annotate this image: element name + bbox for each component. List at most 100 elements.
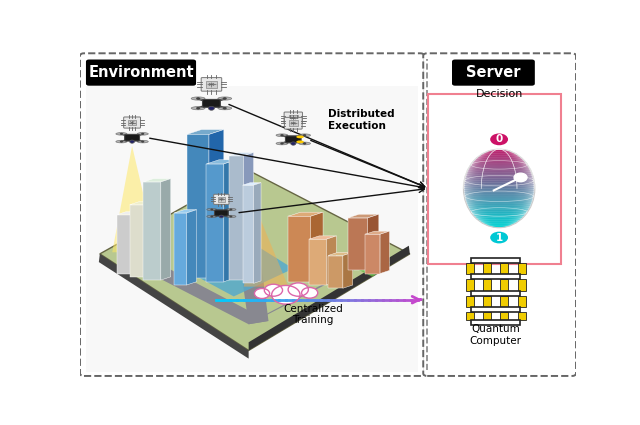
FancyBboxPatch shape — [518, 279, 525, 291]
Polygon shape — [229, 156, 244, 280]
Circle shape — [303, 142, 307, 144]
Text: 1: 1 — [495, 232, 503, 243]
Text: Quantum
Computer: Quantum Computer — [470, 324, 522, 346]
Polygon shape — [161, 178, 171, 280]
Ellipse shape — [464, 183, 534, 184]
Ellipse shape — [470, 210, 529, 211]
Ellipse shape — [463, 190, 535, 191]
Ellipse shape — [465, 174, 532, 176]
Ellipse shape — [465, 175, 533, 176]
Polygon shape — [179, 241, 293, 297]
Ellipse shape — [473, 215, 525, 216]
Ellipse shape — [463, 191, 535, 192]
Ellipse shape — [477, 218, 522, 220]
Ellipse shape — [476, 158, 522, 159]
Ellipse shape — [116, 133, 127, 135]
Polygon shape — [288, 212, 323, 216]
Circle shape — [141, 141, 145, 143]
Circle shape — [120, 141, 123, 143]
Ellipse shape — [476, 218, 522, 219]
Ellipse shape — [464, 181, 534, 182]
Ellipse shape — [464, 180, 534, 181]
Ellipse shape — [468, 168, 530, 169]
Ellipse shape — [468, 168, 530, 170]
Circle shape — [288, 283, 308, 296]
Ellipse shape — [472, 214, 526, 215]
Ellipse shape — [191, 97, 205, 100]
Ellipse shape — [476, 159, 523, 160]
Polygon shape — [100, 170, 410, 351]
Ellipse shape — [276, 134, 288, 136]
Ellipse shape — [466, 202, 532, 203]
Ellipse shape — [191, 107, 205, 110]
FancyBboxPatch shape — [471, 307, 520, 312]
Ellipse shape — [467, 205, 531, 206]
Text: 0: 0 — [495, 134, 503, 145]
FancyBboxPatch shape — [471, 274, 520, 279]
Ellipse shape — [463, 190, 535, 191]
Ellipse shape — [137, 140, 148, 143]
FancyBboxPatch shape — [289, 115, 298, 121]
Circle shape — [230, 215, 232, 218]
Ellipse shape — [477, 219, 520, 220]
Ellipse shape — [464, 196, 534, 197]
Ellipse shape — [464, 193, 534, 194]
Ellipse shape — [463, 184, 534, 185]
Ellipse shape — [464, 194, 534, 195]
Polygon shape — [326, 236, 337, 285]
FancyBboxPatch shape — [201, 78, 221, 91]
Ellipse shape — [474, 160, 524, 161]
Ellipse shape — [479, 156, 520, 157]
Polygon shape — [348, 218, 368, 270]
FancyBboxPatch shape — [124, 117, 141, 128]
FancyBboxPatch shape — [483, 312, 491, 320]
Text: Centralized
Training: Centralized Training — [284, 303, 343, 325]
Polygon shape — [224, 160, 236, 282]
Polygon shape — [249, 246, 410, 351]
Polygon shape — [365, 231, 390, 234]
Ellipse shape — [465, 178, 534, 179]
Ellipse shape — [477, 156, 520, 158]
FancyBboxPatch shape — [466, 312, 474, 320]
FancyBboxPatch shape — [86, 60, 196, 86]
FancyBboxPatch shape — [428, 94, 561, 264]
Ellipse shape — [472, 163, 527, 164]
FancyBboxPatch shape — [285, 136, 301, 143]
Circle shape — [291, 142, 296, 145]
Polygon shape — [125, 257, 269, 324]
Ellipse shape — [472, 213, 526, 214]
Circle shape — [490, 232, 508, 244]
FancyBboxPatch shape — [466, 279, 474, 291]
FancyBboxPatch shape — [500, 279, 508, 291]
Ellipse shape — [468, 169, 531, 170]
FancyBboxPatch shape — [284, 112, 303, 124]
Ellipse shape — [207, 215, 217, 218]
Polygon shape — [99, 254, 249, 359]
Polygon shape — [288, 216, 310, 282]
Text: Action
Decision: Action Decision — [476, 75, 523, 99]
Polygon shape — [328, 255, 343, 288]
Circle shape — [230, 209, 232, 210]
Ellipse shape — [137, 133, 148, 135]
Circle shape — [220, 215, 223, 218]
Ellipse shape — [465, 197, 534, 198]
Ellipse shape — [465, 179, 534, 180]
Circle shape — [209, 106, 214, 110]
Polygon shape — [117, 215, 131, 274]
Ellipse shape — [463, 186, 535, 187]
Circle shape — [223, 107, 227, 110]
Ellipse shape — [296, 140, 304, 143]
Ellipse shape — [465, 199, 533, 200]
Polygon shape — [209, 130, 224, 278]
Ellipse shape — [479, 155, 519, 156]
FancyBboxPatch shape — [214, 210, 228, 216]
FancyBboxPatch shape — [483, 263, 491, 274]
Ellipse shape — [480, 221, 518, 222]
Polygon shape — [309, 239, 326, 285]
Ellipse shape — [296, 136, 304, 138]
Ellipse shape — [490, 150, 508, 151]
Ellipse shape — [465, 176, 533, 177]
Ellipse shape — [464, 195, 534, 196]
Ellipse shape — [470, 165, 528, 166]
Ellipse shape — [467, 172, 532, 173]
